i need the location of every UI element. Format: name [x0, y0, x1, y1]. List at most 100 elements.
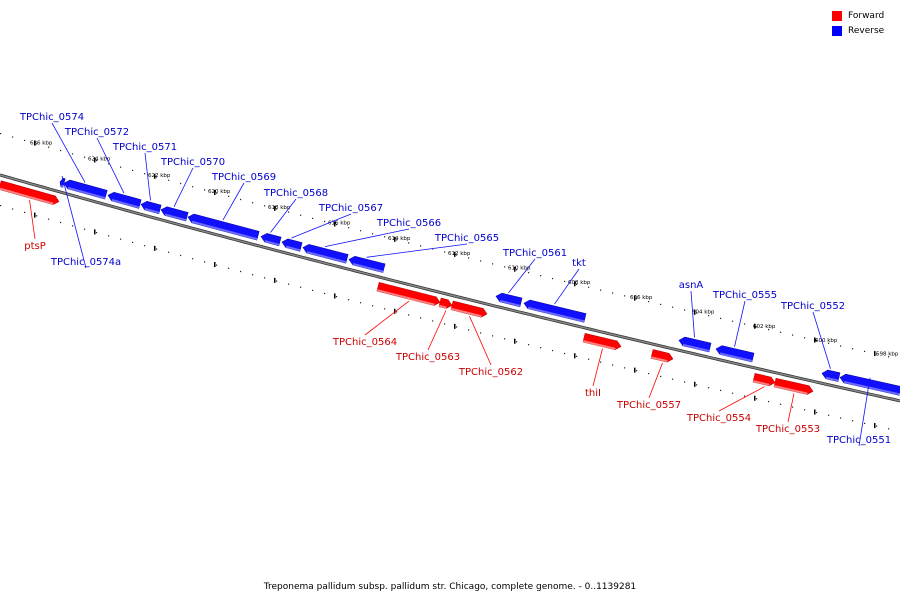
gene-feature-TPChic_0557[interactable] — [650, 349, 674, 364]
gene-feature-TPChic_0552[interactable] — [821, 369, 841, 382]
gene-arrow[interactable] — [160, 205, 189, 222]
scale-dot — [72, 225, 74, 227]
gene-feature-tkt[interactable] — [523, 299, 587, 323]
gene-feature-TPChic_0567[interactable] — [281, 238, 303, 252]
scale-dot — [816, 339, 818, 342]
scale-dot — [24, 211, 26, 214]
gene-feature-asnA[interactable] — [678, 336, 712, 353]
gene-leader-line — [787, 393, 795, 423]
gene-arrow[interactable] — [678, 336, 712, 353]
gene-arrow[interactable] — [582, 333, 622, 351]
gene-label[interactable]: TPChic_0569 — [211, 172, 276, 183]
scale-dot — [504, 266, 506, 268]
gene-feature-TPChic_0570[interactable] — [160, 205, 189, 222]
gene-feature-TPChic_0554[interactable] — [752, 373, 776, 387]
gene-label[interactable]: TPChic_0571 — [112, 142, 177, 153]
gene-feature-TPChic_0572[interactable] — [107, 191, 142, 209]
gene-label[interactable]: TPChic_0553 — [755, 424, 820, 435]
gene-feature-TPChic_0551[interactable] — [839, 373, 900, 396]
gene-feature-TPChic_0566[interactable] — [302, 243, 349, 264]
kbp-tick-label: 618 kbp — [268, 205, 291, 211]
gene-labels: TPChic_0574 TPChic_0572 TPChic_0571 TPChic_… — [19, 112, 891, 447]
gene-label[interactable]: TPChic_0555 — [712, 290, 777, 301]
gene-arrow[interactable] — [495, 292, 523, 308]
gene-feature-TPChic_0553[interactable] — [773, 377, 814, 395]
gene-label[interactable]: thiI — [585, 388, 601, 399]
gene-feature-ptsP[interactable] — [0, 180, 60, 206]
scale-dot — [816, 411, 818, 414]
scale-dot — [744, 323, 746, 325]
gene-arrow[interactable] — [302, 243, 349, 264]
backbone-line — [0, 173, 900, 403]
scale-dot — [708, 387, 710, 389]
legend-reverse: Reverse — [832, 23, 892, 38]
scale-dot — [132, 169, 134, 172]
gene-label[interactable]: TPChic_0552 — [780, 301, 845, 312]
gene-feature-TPChic_0574[interactable] — [63, 179, 108, 200]
scale-dot — [360, 230, 362, 232]
gene-label[interactable]: TPChic_0563 — [395, 352, 460, 363]
gene-feature-TPChic_0571[interactable] — [140, 200, 162, 215]
gene-arrow[interactable] — [650, 349, 674, 364]
gene-label[interactable]: TPChic_0574 — [19, 112, 84, 123]
gene-label[interactable]: asnA — [679, 280, 704, 291]
scale-dot — [672, 378, 674, 380]
scale-dot — [612, 364, 614, 366]
gene-feature-TPChic_0565[interactable] — [348, 255, 386, 273]
gene-arrow[interactable] — [260, 232, 282, 247]
gene-label[interactable]: TPChic_0572 — [64, 127, 129, 138]
gene-feature-thiI[interactable] — [582, 333, 622, 351]
gene-label[interactable]: TPChic_0565 — [434, 233, 499, 244]
gene-label[interactable]: TPChic_0570 — [160, 157, 225, 168]
scale-dot — [756, 326, 758, 328]
scale-dot — [864, 350, 866, 353]
gene-feature-TPChic_0569[interactable] — [187, 213, 260, 241]
gene-feature-TPChic_0562[interactable] — [450, 300, 488, 318]
gene-arrow[interactable] — [752, 373, 776, 387]
gene-arrow[interactable] — [140, 200, 162, 215]
scale-dot — [276, 208, 278, 210]
gene-arrow[interactable] — [281, 238, 303, 252]
scale-dot — [480, 260, 482, 262]
gene-feature-TPChic_0555[interactable] — [715, 345, 755, 363]
gene-arrow[interactable] — [348, 255, 386, 273]
gene-feature-TPChic_0564[interactable] — [376, 282, 441, 306]
scale-dot — [660, 303, 662, 305]
scale-dot — [120, 238, 122, 240]
gene-leader-line — [508, 258, 536, 294]
gene-arrow-shade — [376, 289, 435, 306]
gene-label[interactable]: TPChic_0562 — [458, 367, 523, 378]
gene-label[interactable]: TPChic_0564 — [332, 337, 397, 348]
gene-feature-TPChic_0568[interactable] — [260, 232, 282, 247]
gene-label[interactable]: TPChic_0554 — [686, 413, 751, 424]
gene-feature-TPChic_0574a[interactable] — [59, 177, 66, 188]
gene-arrow[interactable] — [450, 300, 488, 318]
gene-arrow[interactable] — [187, 213, 260, 241]
scale-dot — [420, 317, 422, 319]
scale-dot — [180, 182, 182, 185]
scale-dot — [348, 227, 350, 229]
gene-label[interactable]: tkt — [572, 258, 586, 269]
gene-arrow[interactable] — [376, 282, 441, 306]
gene-label[interactable]: TPChic_0561 — [502, 248, 567, 259]
scale-dot — [84, 156, 86, 158]
scale-major-dash — [694, 309, 696, 315]
gene-feature-TPChic_0561[interactable] — [495, 292, 523, 308]
gene-label[interactable]: TPChic_0567 — [318, 203, 383, 214]
gene-label[interactable]: ptsP — [24, 241, 46, 252]
gene-feature-TPChic_0563[interactable] — [438, 297, 453, 310]
gene-label[interactable]: TPChic_0551 — [826, 435, 891, 446]
scale-dot — [660, 375, 662, 377]
gene-features — [0, 177, 900, 396]
scale-major-dash — [94, 157, 96, 163]
gene-label[interactable]: TPChic_0574a — [50, 257, 121, 268]
scale-dot — [132, 241, 134, 244]
scale-dot — [564, 352, 566, 355]
gene-label[interactable]: TPChic_0566 — [376, 218, 441, 229]
gene-label[interactable]: TPChic_0568 — [263, 188, 328, 199]
scale-major-dash — [874, 351, 876, 357]
scale-dot — [840, 345, 842, 347]
gene-arrow[interactable] — [0, 180, 60, 206]
gene-label[interactable]: TPChic_0557 — [616, 400, 681, 411]
scale-dot — [852, 420, 854, 422]
